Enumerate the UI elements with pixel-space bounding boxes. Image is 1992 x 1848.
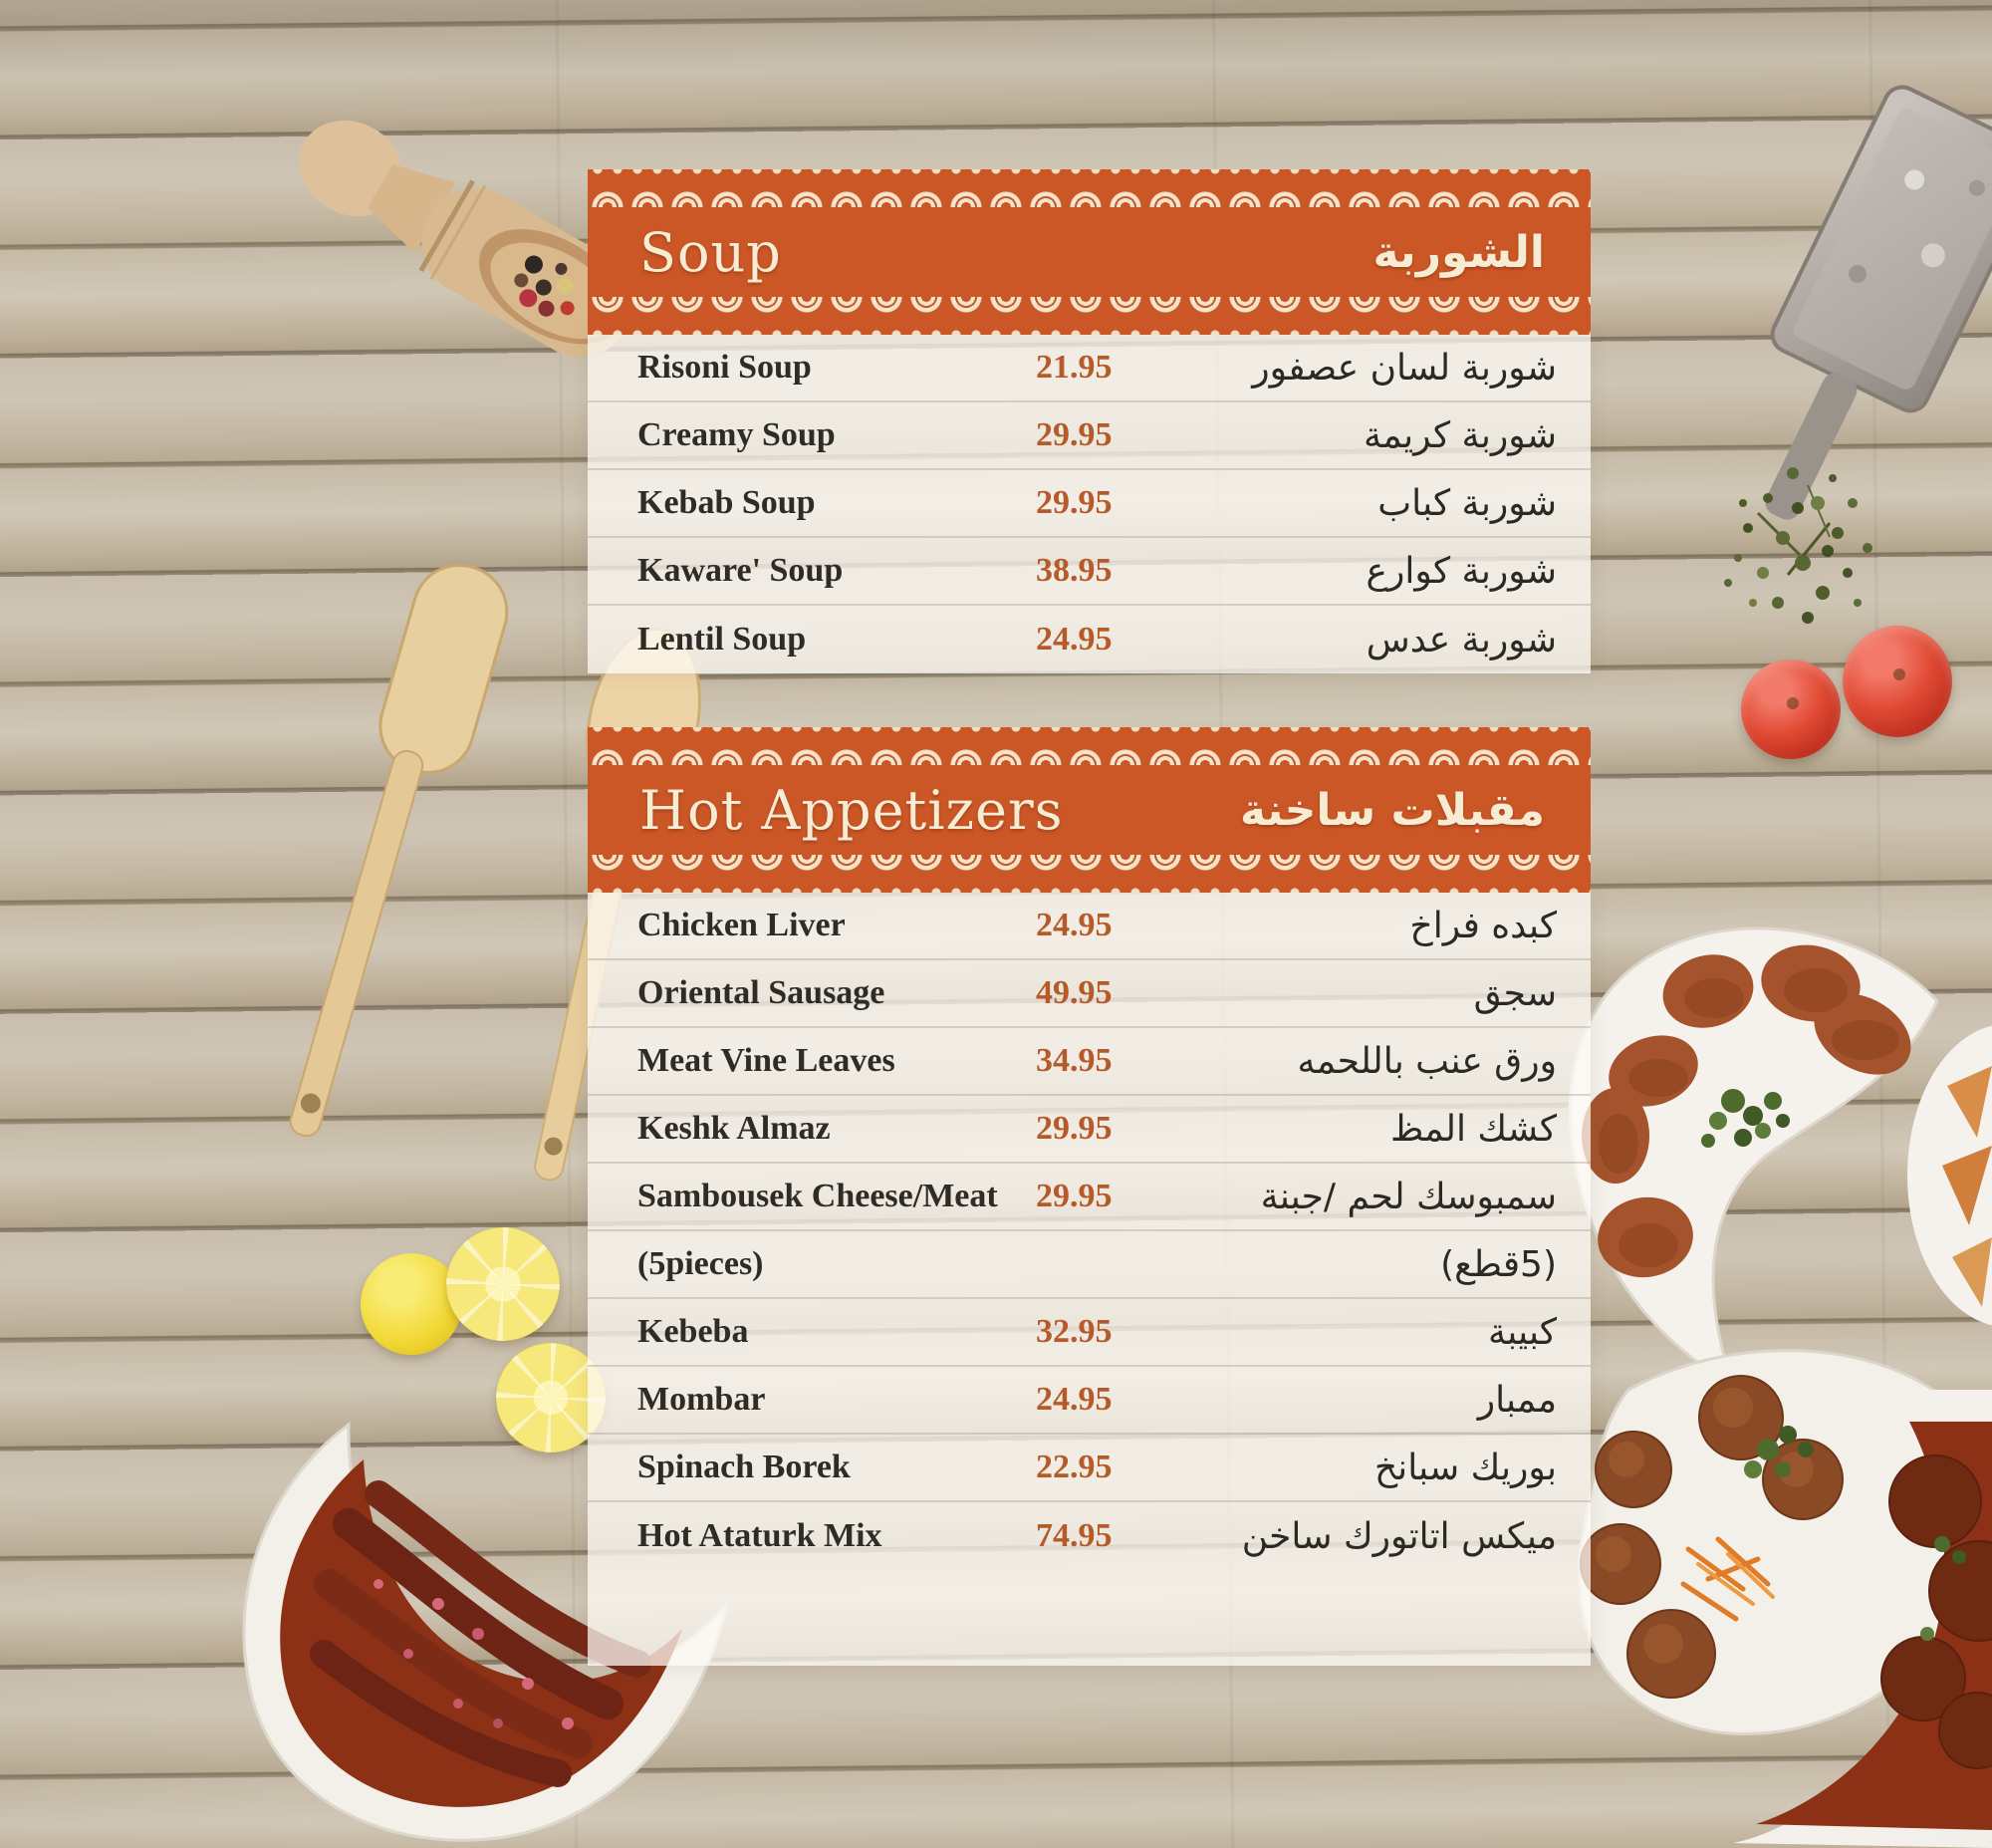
item-name-ar: ورق عنب باللحمه: [1230, 1041, 1557, 1082]
item-name-ar: شوربة كريمة: [1230, 415, 1557, 456]
menu-item-row: Oriental Sausage 49.95 سجق: [588, 960, 1591, 1028]
item-price: 24.95: [1036, 621, 1230, 659]
photo-metal-grater: [1765, 70, 1992, 538]
item-name-ar: بوريك سبانخ: [1230, 1448, 1557, 1488]
item-name-en: (5pieces): [637, 1245, 1036, 1283]
lace-border-top: [588, 169, 1591, 207]
photo-lemon-slice: [446, 1227, 560, 1341]
section-title-en: Hot Appetizers: [639, 779, 1063, 842]
item-name-ar: شوربة لسان عصفور: [1230, 348, 1557, 389]
soup-item-list: Risoni Soup 21.95 شوربة لسان عصفور Cream…: [588, 335, 1591, 673]
item-name-en: Oriental Sausage: [637, 974, 1036, 1012]
section-banner-soup: Soup الشوربة: [588, 169, 1591, 335]
menu-item-row: Kebeba 32.95 كبيبة: [588, 1299, 1591, 1367]
item-name-en: Sambousek Cheese/Meat: [637, 1178, 1036, 1215]
item-price: 38.95: [1036, 552, 1230, 590]
item-name-en: Meat Vine Leaves: [637, 1042, 1036, 1080]
photo-kibbeh-plate: [1549, 907, 1992, 1425]
hot-appetizers-list-panel: [588, 893, 1591, 1666]
photo-thyme-herbs: [1708, 443, 1907, 648]
item-name-ar: سجق: [1230, 973, 1557, 1014]
item-price: 29.95: [1036, 416, 1230, 454]
item-price: 29.95: [1036, 484, 1230, 522]
item-price: 32.95: [1036, 1313, 1230, 1351]
lace-border-top: [588, 727, 1591, 765]
photo-sambousek-plate-edge: [1907, 1025, 1992, 1326]
section-title-en: Soup: [639, 221, 782, 284]
photo-sausage-bowl: [229, 1405, 737, 1848]
item-name-en: Kaware' Soup: [637, 552, 1036, 590]
item-price: 29.95: [1036, 1110, 1230, 1148]
item-price: 22.95: [1036, 1449, 1230, 1486]
menu-item-row: Chicken Liver 24.95 كبده فراخ: [588, 893, 1591, 960]
item-price: 21.95: [1036, 349, 1230, 387]
photo-lemon-slice: [496, 1343, 606, 1452]
menu-item-row: Creamy Soup 29.95 شوربة كريمة: [588, 402, 1591, 470]
menu-item-row: Lentil Soup 24.95 شوربة عدس: [588, 606, 1591, 673]
photo-corner-sauce-bowl: [1733, 1380, 1992, 1848]
item-name-en: Kebeba: [637, 1313, 1036, 1351]
hot-appetizers-item-list: Chicken Liver 24.95 كبده فراخ Oriental S…: [588, 893, 1591, 1570]
menu-item-row: Keshk Almaz 29.95 كشك المظ: [588, 1096, 1591, 1164]
item-name-ar: شوربة كوارع: [1230, 551, 1557, 592]
menu-item-row: Mombar 24.95 ممبار: [588, 1367, 1591, 1435]
menu-item-row: Risoni Soup 21.95 شوربة لسان عصفور: [588, 335, 1591, 402]
item-name-ar: ممبار: [1230, 1380, 1557, 1421]
item-price: 29.95: [1036, 1178, 1230, 1215]
menu-item-row: Sambousek Cheese/Meat 29.95 سمبوسك لحم /…: [588, 1164, 1591, 1231]
item-price: 34.95: [1036, 1042, 1230, 1080]
photo-lemon: [361, 1253, 462, 1355]
hot-appetizers-banner-body: Hot Appetizers مقبلات ساخنة: [588, 765, 1591, 855]
section-title-ar: مقبلات ساخنة: [1240, 785, 1545, 836]
item-name-ar: كشك المظ: [1230, 1109, 1557, 1150]
item-name-en: Keshk Almaz: [637, 1110, 1036, 1148]
soup-list-panel: [588, 335, 1591, 673]
item-name-ar: (5قطع): [1230, 1244, 1557, 1285]
item-name-en: Spinach Borek: [637, 1449, 1036, 1486]
item-name-ar: سمبوسك لحم /جبنة: [1230, 1177, 1557, 1217]
menu-item-row: Kaware' Soup 38.95 شوربة كوارع: [588, 538, 1591, 606]
item-name-en: Creamy Soup: [637, 416, 1036, 454]
item-price: 24.95: [1036, 907, 1230, 944]
photo-tomato: [1843, 626, 1952, 737]
item-name-ar: شوربة عدس: [1230, 620, 1557, 660]
item-name-en: Lentil Soup: [637, 621, 1036, 659]
item-name-en: Kebab Soup: [637, 484, 1036, 522]
item-name-ar: كبيبة: [1230, 1312, 1557, 1353]
item-name-en: Hot Ataturk Mix: [637, 1517, 1036, 1555]
item-name-ar: ميكس اتاتورك ساخن: [1230, 1516, 1557, 1557]
soup-banner-body: Soup الشوربة: [588, 207, 1591, 297]
menu-item-row: Kebab Soup 29.95 شوربة كباب: [588, 470, 1591, 538]
item-name-en: Risoni Soup: [637, 349, 1036, 387]
photo-tomato: [1741, 660, 1841, 759]
photo-meatball-plate: [1559, 1330, 1992, 1758]
section-title-ar: الشوربة: [1373, 227, 1546, 278]
menu-item-row-continuation: (5pieces) (5قطع): [588, 1231, 1591, 1299]
item-name-en: Chicken Liver: [637, 907, 1036, 944]
item-name-en: Mombar: [637, 1381, 1036, 1419]
menu-item-row: Spinach Borek 22.95 بوريك سبانخ: [588, 1435, 1591, 1502]
item-price: 24.95: [1036, 1381, 1230, 1419]
item-name-ar: كبده فراخ: [1230, 906, 1557, 946]
menu-item-row: Hot Ataturk Mix 74.95 ميكس اتاتورك ساخن: [588, 1502, 1591, 1570]
menu-item-row: Meat Vine Leaves 34.95 ورق عنب باللحمه: [588, 1028, 1591, 1096]
item-price: 74.95: [1036, 1517, 1230, 1555]
section-banner-hot-appetizers: Hot Appetizers مقبلات ساخنة: [588, 727, 1591, 893]
item-price: 49.95: [1036, 974, 1230, 1012]
item-name-ar: شوربة كباب: [1230, 483, 1557, 524]
